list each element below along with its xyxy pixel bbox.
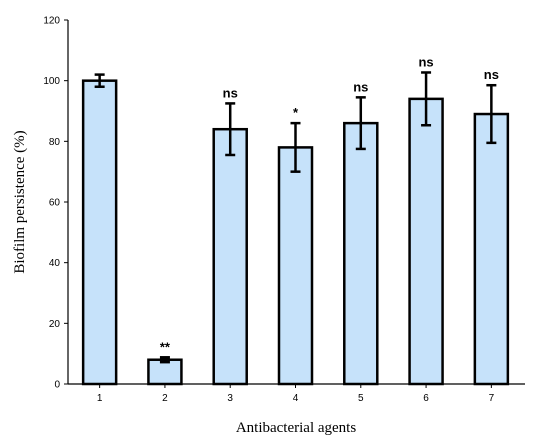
significance-label: * — [293, 105, 299, 120]
bar — [473, 112, 510, 386]
y-tick-label: 80 — [49, 137, 61, 148]
x-tick-label: 1 — [97, 393, 103, 404]
x-tick-label: 5 — [358, 393, 364, 404]
x-ticks: 1 2 3 4 5 6 7 — [97, 384, 495, 404]
x-tick-label: 2 — [162, 393, 168, 404]
bar — [408, 97, 444, 386]
error-bars — [94, 71, 497, 364]
x-tick-label: 7 — [489, 393, 495, 404]
bar — [277, 146, 314, 386]
significance-label: ns — [223, 85, 238, 100]
y-tick-label: 100 — [43, 76, 60, 87]
significance-label: ns — [484, 67, 499, 82]
significance-label: ns — [353, 79, 368, 94]
x-axis-title: Antibacterial agents — [236, 420, 357, 436]
y-ticks: 0 20 40 60 80 100 120 — [43, 16, 68, 391]
y-tick-label: 40 — [49, 258, 61, 269]
y-tick-label: 0 — [54, 380, 60, 391]
y-tick-label: 60 — [49, 198, 61, 209]
significance-labels: ** ns * ns ns ns — [160, 54, 499, 354]
bar — [343, 121, 379, 386]
x-tick-label: 3 — [227, 393, 233, 404]
y-tick-label: 120 — [43, 16, 60, 27]
significance-label: ns — [418, 54, 433, 69]
y-tick-label: 20 — [49, 319, 61, 330]
bar — [212, 127, 248, 386]
bars — [81, 79, 510, 386]
significance-label: ** — [160, 339, 171, 354]
x-tick-label: 6 — [423, 393, 429, 404]
bar — [81, 79, 118, 386]
x-tick-label: 4 — [293, 393, 299, 404]
y-axis-title: Biofilm persistence (%) — [12, 130, 28, 273]
